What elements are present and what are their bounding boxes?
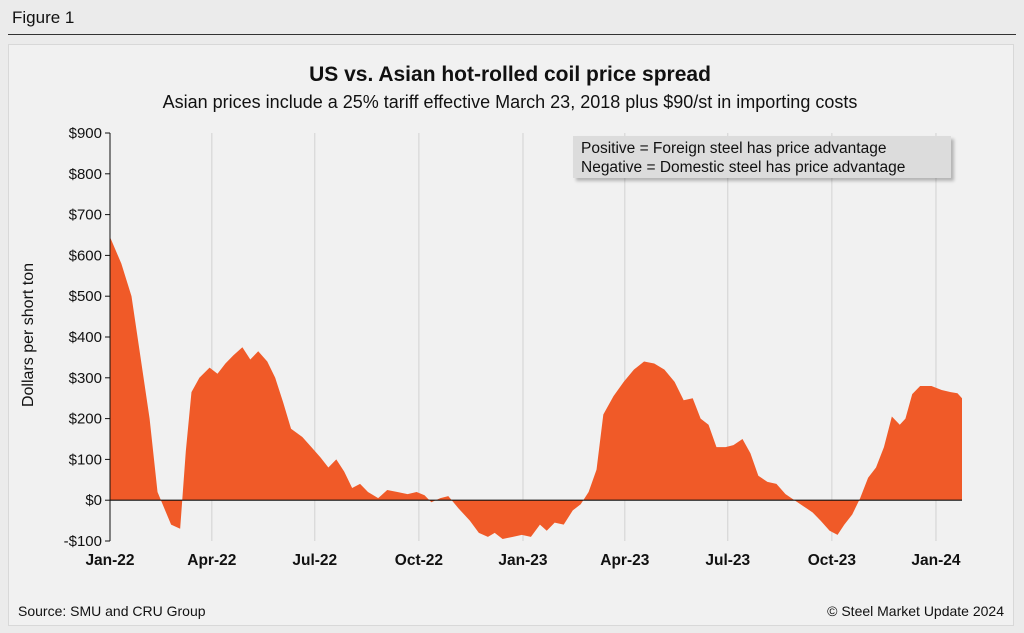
copyright-text: © Steel Market Update 2024 — [827, 603, 1004, 619]
x-tick-label: Jan-24 — [911, 552, 960, 569]
legend-line-positive: Positive = Foreign steel has price advan… — [581, 140, 887, 157]
y-tick-label: $900 — [69, 125, 102, 142]
x-tick-label: Jan-23 — [498, 552, 547, 569]
legend-line-negative: Negative = Domestic steel has price adva… — [581, 159, 906, 176]
x-tick-label: Apr-23 — [600, 552, 649, 569]
y-tick-label: $0 — [85, 492, 102, 509]
y-tick-label: $800 — [69, 166, 102, 183]
x-tick-label: Jan-22 — [85, 552, 134, 569]
y-tick-label: $500 — [69, 288, 102, 305]
spread-area — [110, 237, 962, 539]
y-tick-label: $600 — [69, 247, 102, 264]
x-tick-label: Jul-23 — [705, 552, 750, 569]
legend-box: Positive = Foreign steel has price advan… — [573, 136, 951, 178]
y-tick-label: $100 — [69, 451, 102, 468]
y-tick-label: $400 — [69, 329, 102, 346]
figure-label: Figure 1 — [12, 8, 75, 27]
figure-divider — [8, 34, 1016, 35]
y-tick-label: $700 — [69, 207, 102, 224]
x-tick-label: Jul-22 — [292, 552, 337, 569]
chart-subtitle: Asian prices include a 25% tariff effect… — [162, 92, 858, 112]
y-axis-label: Dollars per short ton — [20, 262, 37, 408]
axes: -$100 $0 $100 $200 $300 $400 $500 $600 $700 $800 $… — [64, 125, 962, 569]
y-tick-label: -$100 — [64, 533, 102, 550]
x-tick-label: Oct-23 — [808, 552, 857, 569]
y-tick-label: $300 — [69, 370, 102, 387]
y-tick-label: $200 — [69, 411, 102, 428]
source-text: Source: SMU and CRU Group — [18, 603, 206, 619]
area-layer — [110, 237, 962, 539]
x-tick-label: Oct-22 — [395, 552, 443, 569]
x-tick-label: Apr-22 — [187, 552, 236, 569]
chart-title: US vs. Asian hot-rolled coil price sprea… — [309, 63, 711, 86]
